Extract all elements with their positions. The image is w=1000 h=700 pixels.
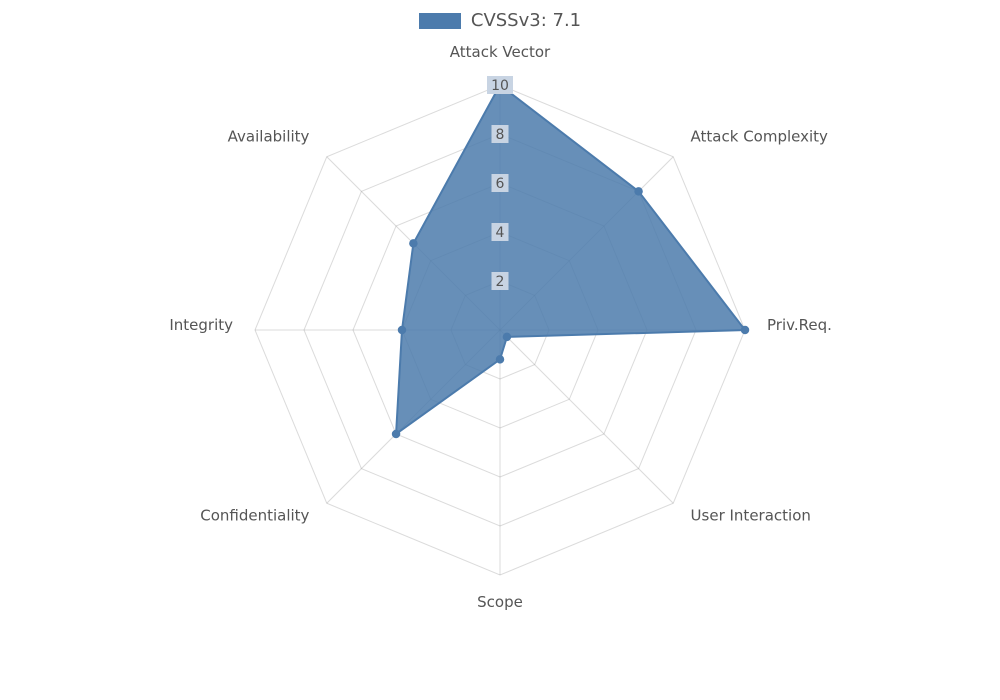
tick-label: 10: [491, 78, 509, 94]
tick-label: 2: [496, 274, 505, 290]
category-label: Confidentiality: [200, 507, 309, 525]
data-point: [635, 188, 642, 195]
data-point: [410, 240, 417, 247]
category-label: User Interaction: [691, 507, 811, 525]
category-label: Scope: [477, 593, 523, 611]
radar-chart-svg: 2 4 6 8 10 Attack Vector Attack Complexity Priv…: [0, 0, 1000, 700]
category-label: Integrity: [169, 316, 233, 334]
category-label: Priv.Req.: [767, 316, 832, 334]
data-point: [742, 327, 749, 334]
data-point: [503, 333, 510, 340]
data-point: [393, 430, 400, 437]
tick-label: 4: [496, 225, 505, 241]
data-point: [497, 356, 504, 363]
legend-label: CVSSv3: 7.1: [471, 10, 581, 31]
legend: CVSSv3: 7.1: [0, 10, 1000, 31]
tick-label: 8: [496, 127, 505, 143]
legend-swatch: [419, 13, 461, 29]
tick-label: 6: [496, 176, 505, 192]
radar-chart-container: CVSSv3: 7.1 2 4 6 8 10 Attack Vector Attack Co…: [0, 0, 1000, 700]
category-label: Attack Complexity: [691, 127, 828, 145]
data-point: [399, 327, 406, 334]
category-label: Attack Vector: [450, 43, 551, 61]
category-label: Availability: [228, 127, 310, 145]
